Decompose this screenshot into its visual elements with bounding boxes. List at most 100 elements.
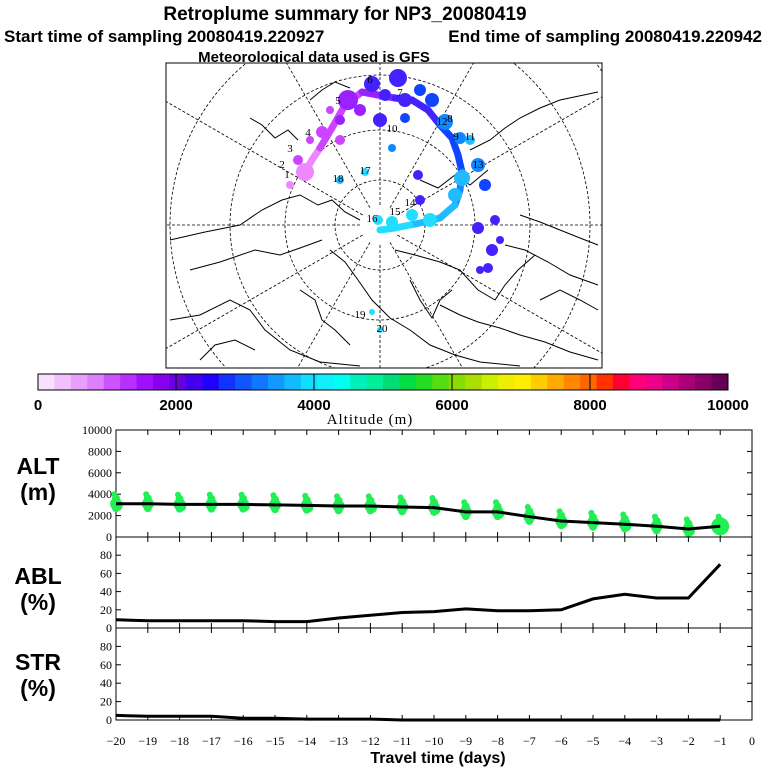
alt-cluster-point [716, 526, 725, 535]
trajectory-point [379, 89, 391, 101]
panel-frame [115, 627, 753, 721]
map-trajectory-points [286, 69, 504, 333]
x-tick-label: −3 [650, 734, 663, 748]
map-day-label: 16 [367, 213, 379, 225]
colorbar-swatch [481, 374, 499, 390]
trajectory-point [389, 69, 407, 87]
map-day-label: 3 [287, 143, 293, 155]
colorbar-swatch [645, 374, 663, 390]
colorbar-title: Altitude (m) [327, 412, 414, 428]
alt-cluster-point [175, 491, 182, 498]
str-label-1: STR [15, 649, 61, 675]
colorbar-swatch [711, 374, 729, 390]
start-time: Start time of sampling 20080419.220927 [4, 27, 324, 46]
coastline [519, 214, 599, 246]
map-day-label: 17 [360, 165, 372, 177]
trajectory-point [425, 93, 439, 107]
alt-cluster-point [461, 512, 470, 521]
panel-frame [115, 536, 753, 629]
trajectory-point [388, 144, 396, 152]
colorbar-tick-label: 8000 [573, 397, 606, 414]
colorbar-swatch [235, 374, 253, 390]
alt-cluster-point [652, 526, 661, 535]
colorbar-swatch [153, 374, 170, 390]
coastline [469, 91, 599, 151]
colorbar-swatch [613, 374, 630, 390]
colorbar-swatch [399, 374, 417, 390]
alt-cluster-point [588, 509, 595, 516]
trajectory-point [354, 104, 366, 116]
alt-cluster-point [397, 494, 404, 501]
coastline [169, 194, 361, 241]
map-day-label: 15 [390, 206, 402, 218]
coastline [199, 339, 256, 361]
alt-cluster-point [620, 511, 627, 518]
alt-label-2: (m) [20, 479, 56, 505]
y-tick-label: 20 [100, 695, 112, 709]
map-day-label: 14 [405, 197, 417, 209]
x-tick-label: −4 [618, 734, 631, 748]
map-day-label: 12 [437, 116, 448, 128]
meridian-line [166, 100, 363, 216]
map-day-label: 19 [355, 309, 367, 321]
trajectory-point [454, 170, 470, 186]
trajectory-point [437, 114, 453, 130]
trajectory-point [293, 155, 303, 165]
alt-cluster-point [683, 516, 690, 523]
colorbar-swatch [70, 374, 88, 390]
colorbar-swatch [662, 374, 680, 390]
colorbar-tick-label: 2000 [159, 397, 192, 414]
meridian-line [397, 234, 602, 354]
alt-cluster-point [524, 504, 531, 511]
alt-cluster-point [525, 516, 534, 525]
y-tick-label: 4000 [88, 487, 112, 501]
colorbar-swatch [432, 374, 450, 390]
x-tick-label: −7 [523, 734, 536, 748]
str-series-line [115, 713, 721, 722]
abl-label-2: (%) [20, 589, 56, 615]
alt-label-1: ALT [16, 453, 59, 479]
trajectory-point [306, 136, 314, 144]
trajectory-point [296, 163, 314, 181]
coastline [329, 249, 521, 367]
coastline [539, 289, 599, 311]
alt-cluster-point [302, 492, 309, 499]
x-tick-label: 0 [749, 734, 755, 748]
coastline [504, 244, 599, 286]
x-tick-label: −19 [138, 734, 157, 748]
colorbar-swatch [514, 374, 532, 390]
trajectory-point [373, 113, 387, 127]
trajectory-point [486, 244, 498, 256]
alt-cluster-point [270, 492, 277, 499]
map-day-label: 9 [453, 131, 459, 143]
x-tick-label: −15 [266, 734, 285, 748]
colorbar-swatch [629, 374, 647, 390]
y-tick-label: 40 [100, 585, 112, 599]
alt-cluster-point [334, 506, 343, 515]
trajectory-point [386, 216, 398, 228]
map-day-label: 18 [333, 173, 345, 185]
x-tick-label: −18 [170, 734, 189, 748]
colorbar-swatch [169, 374, 187, 390]
map-day-label: 1 [284, 169, 290, 181]
trajectory-point [398, 93, 412, 107]
colorbar-swatch [383, 374, 400, 390]
x-tick-label: −8 [491, 734, 504, 748]
trajectory-point [406, 209, 418, 221]
colorbar-swatch [415, 374, 433, 390]
alt-cluster-point [334, 493, 341, 500]
coastline [249, 117, 299, 141]
alt-cluster-point [271, 505, 279, 514]
trajectory-point [377, 327, 383, 333]
map-day-label: 5 [335, 95, 341, 107]
colorbar-swatch [678, 374, 696, 390]
x-tick-label: −10 [425, 734, 444, 748]
colorbar-swatch [530, 374, 548, 390]
trajectory-point [479, 179, 491, 191]
figure-title: Retroplume summary for NP3_20080419 [163, 4, 526, 25]
trajectory-point [414, 84, 426, 96]
alt-cluster-point [715, 513, 722, 520]
colorbar-swatch [465, 374, 483, 390]
trajectory-point [336, 176, 344, 184]
x-tick-label: −17 [202, 734, 221, 748]
